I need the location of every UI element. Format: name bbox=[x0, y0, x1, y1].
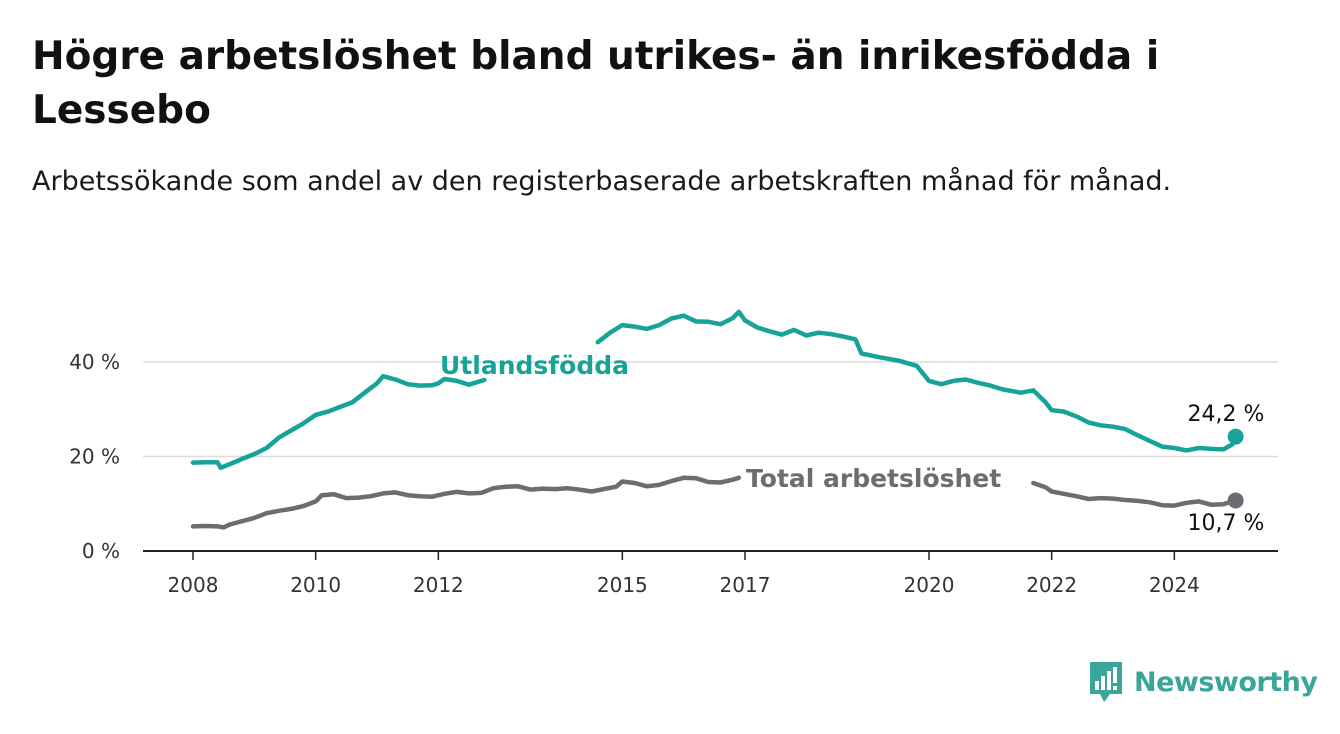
x-tick-label: 2010 bbox=[290, 573, 341, 597]
series-label-total: Total arbetslöshet bbox=[746, 464, 1001, 493]
x-tick-label: 2024 bbox=[1149, 573, 1200, 597]
x-tick-label: 2012 bbox=[413, 573, 464, 597]
series-line-0-seg-1 bbox=[595, 309, 1238, 453]
newsworthy-logo: Newsworthy bbox=[1088, 660, 1318, 704]
chart-title: Högre arbetslöshet bland utrikes- än inr… bbox=[32, 34, 1160, 133]
y-tick-label: 0 % bbox=[82, 539, 120, 563]
brand-name: Newsworthy bbox=[1134, 666, 1318, 698]
y-tick-label: 40 % bbox=[69, 350, 120, 374]
end-value-label-total: 10,7 % bbox=[1188, 511, 1265, 536]
series-lines bbox=[190, 309, 1244, 530]
chart-subtitle: Arbetssökande som andel av den registerb… bbox=[32, 166, 1172, 197]
end-point-marker bbox=[1227, 428, 1244, 445]
x-tick-label: 2008 bbox=[168, 573, 219, 597]
series-line-1-seg-0 bbox=[190, 475, 742, 530]
series-labels: Utlandsfödda Total arbetslöshet 24,2 % 10,7… bbox=[440, 351, 1264, 536]
bar-chart-logo-icon bbox=[1090, 662, 1122, 702]
x-tick-label: 2015 bbox=[597, 573, 648, 597]
x-tick-label: 2022 bbox=[1026, 573, 1077, 597]
y-tick-label: 20 % bbox=[69, 445, 120, 469]
end-value-label-utlandsfodda: 24,2 % bbox=[1188, 402, 1265, 427]
gridlines bbox=[143, 361, 1278, 458]
axes: 0 % 20 % 40 % 2008 2010 2012 2015 2017 2020 2022 2… bbox=[69, 350, 1278, 597]
end-point-marker bbox=[1227, 492, 1244, 509]
series-line-1-seg-1 bbox=[1031, 480, 1238, 508]
series-label-utlandsfodda: Utlandsfödda bbox=[440, 351, 629, 380]
x-tick-label: 2020 bbox=[904, 573, 955, 597]
series-line-0-seg-0 bbox=[190, 373, 487, 471]
x-tick-label: 2017 bbox=[720, 573, 771, 597]
